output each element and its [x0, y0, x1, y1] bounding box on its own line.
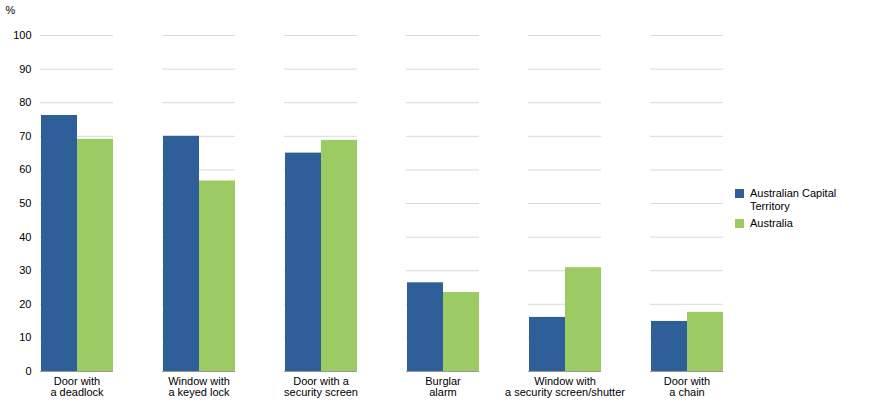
svg-text:Window witha security screen/s: Window witha security screen/shutter	[505, 375, 625, 398]
svg-text:30: 30	[19, 264, 31, 276]
svg-text:80: 80	[19, 96, 31, 108]
svg-text:50: 50	[19, 197, 31, 209]
svg-text:60: 60	[19, 163, 31, 175]
html-text:Australian Capital Territory: Australian Capital Territory	[750, 186, 837, 212]
svg-text:Door witha chain: Door witha chain	[664, 375, 710, 398]
svg-text:70: 70	[19, 130, 31, 142]
svg-text:10: 10	[19, 331, 31, 343]
svg-text:Window witha keyed lock: Window witha keyed lock	[168, 375, 230, 398]
svg-text:40: 40	[19, 231, 31, 243]
svg-text:100: 100	[13, 29, 31, 41]
svg-text:20: 20	[19, 298, 31, 310]
svg-text:0: 0	[25, 365, 31, 377]
svg-text:%: %	[6, 4, 16, 16]
svg-text:Door with asecurity screen: Door with asecurity screen	[284, 375, 358, 398]
html-text:Australia: Australia	[750, 216, 793, 229]
svg-text:90: 90	[19, 63, 31, 75]
svg-text:Door witha deadlock: Door witha deadlock	[50, 375, 104, 398]
svg-text:Burglaralarm: Burglaralarm	[425, 375, 461, 398]
